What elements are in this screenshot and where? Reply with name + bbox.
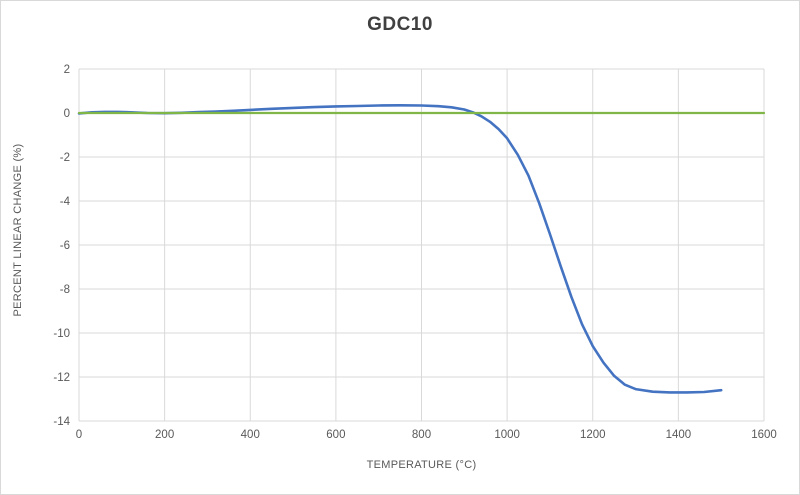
x-tick-label: 1000 [494, 429, 520, 441]
y-tick-label: 0 [64, 108, 70, 120]
y-tick-label: -2 [60, 152, 70, 164]
y-tick-label: -8 [60, 284, 70, 296]
x-tick-label: 800 [412, 429, 431, 441]
y-tick-label: -6 [60, 240, 70, 252]
y-tick-label: -10 [53, 328, 70, 340]
y-tick-label: 2 [64, 64, 70, 76]
x-tick-label: 0 [76, 429, 82, 441]
x-tick-label: 1200 [580, 429, 606, 441]
y-tick-label: -4 [60, 196, 71, 208]
x-axis-title: TEMPERATURE (°C) [366, 459, 477, 471]
y-tick-label: -12 [53, 372, 70, 384]
x-tick-label: 1600 [751, 429, 777, 441]
y-tick-label: -14 [53, 416, 70, 428]
chart-title: GDC10 [367, 14, 433, 35]
x-tick-label: 1400 [666, 429, 692, 441]
x-tick-label: 600 [326, 429, 345, 441]
x-tick-label: 200 [155, 429, 174, 441]
x-tick-label: 400 [241, 429, 260, 441]
series-line-gdc10-shrinkage [77, 104, 723, 394]
